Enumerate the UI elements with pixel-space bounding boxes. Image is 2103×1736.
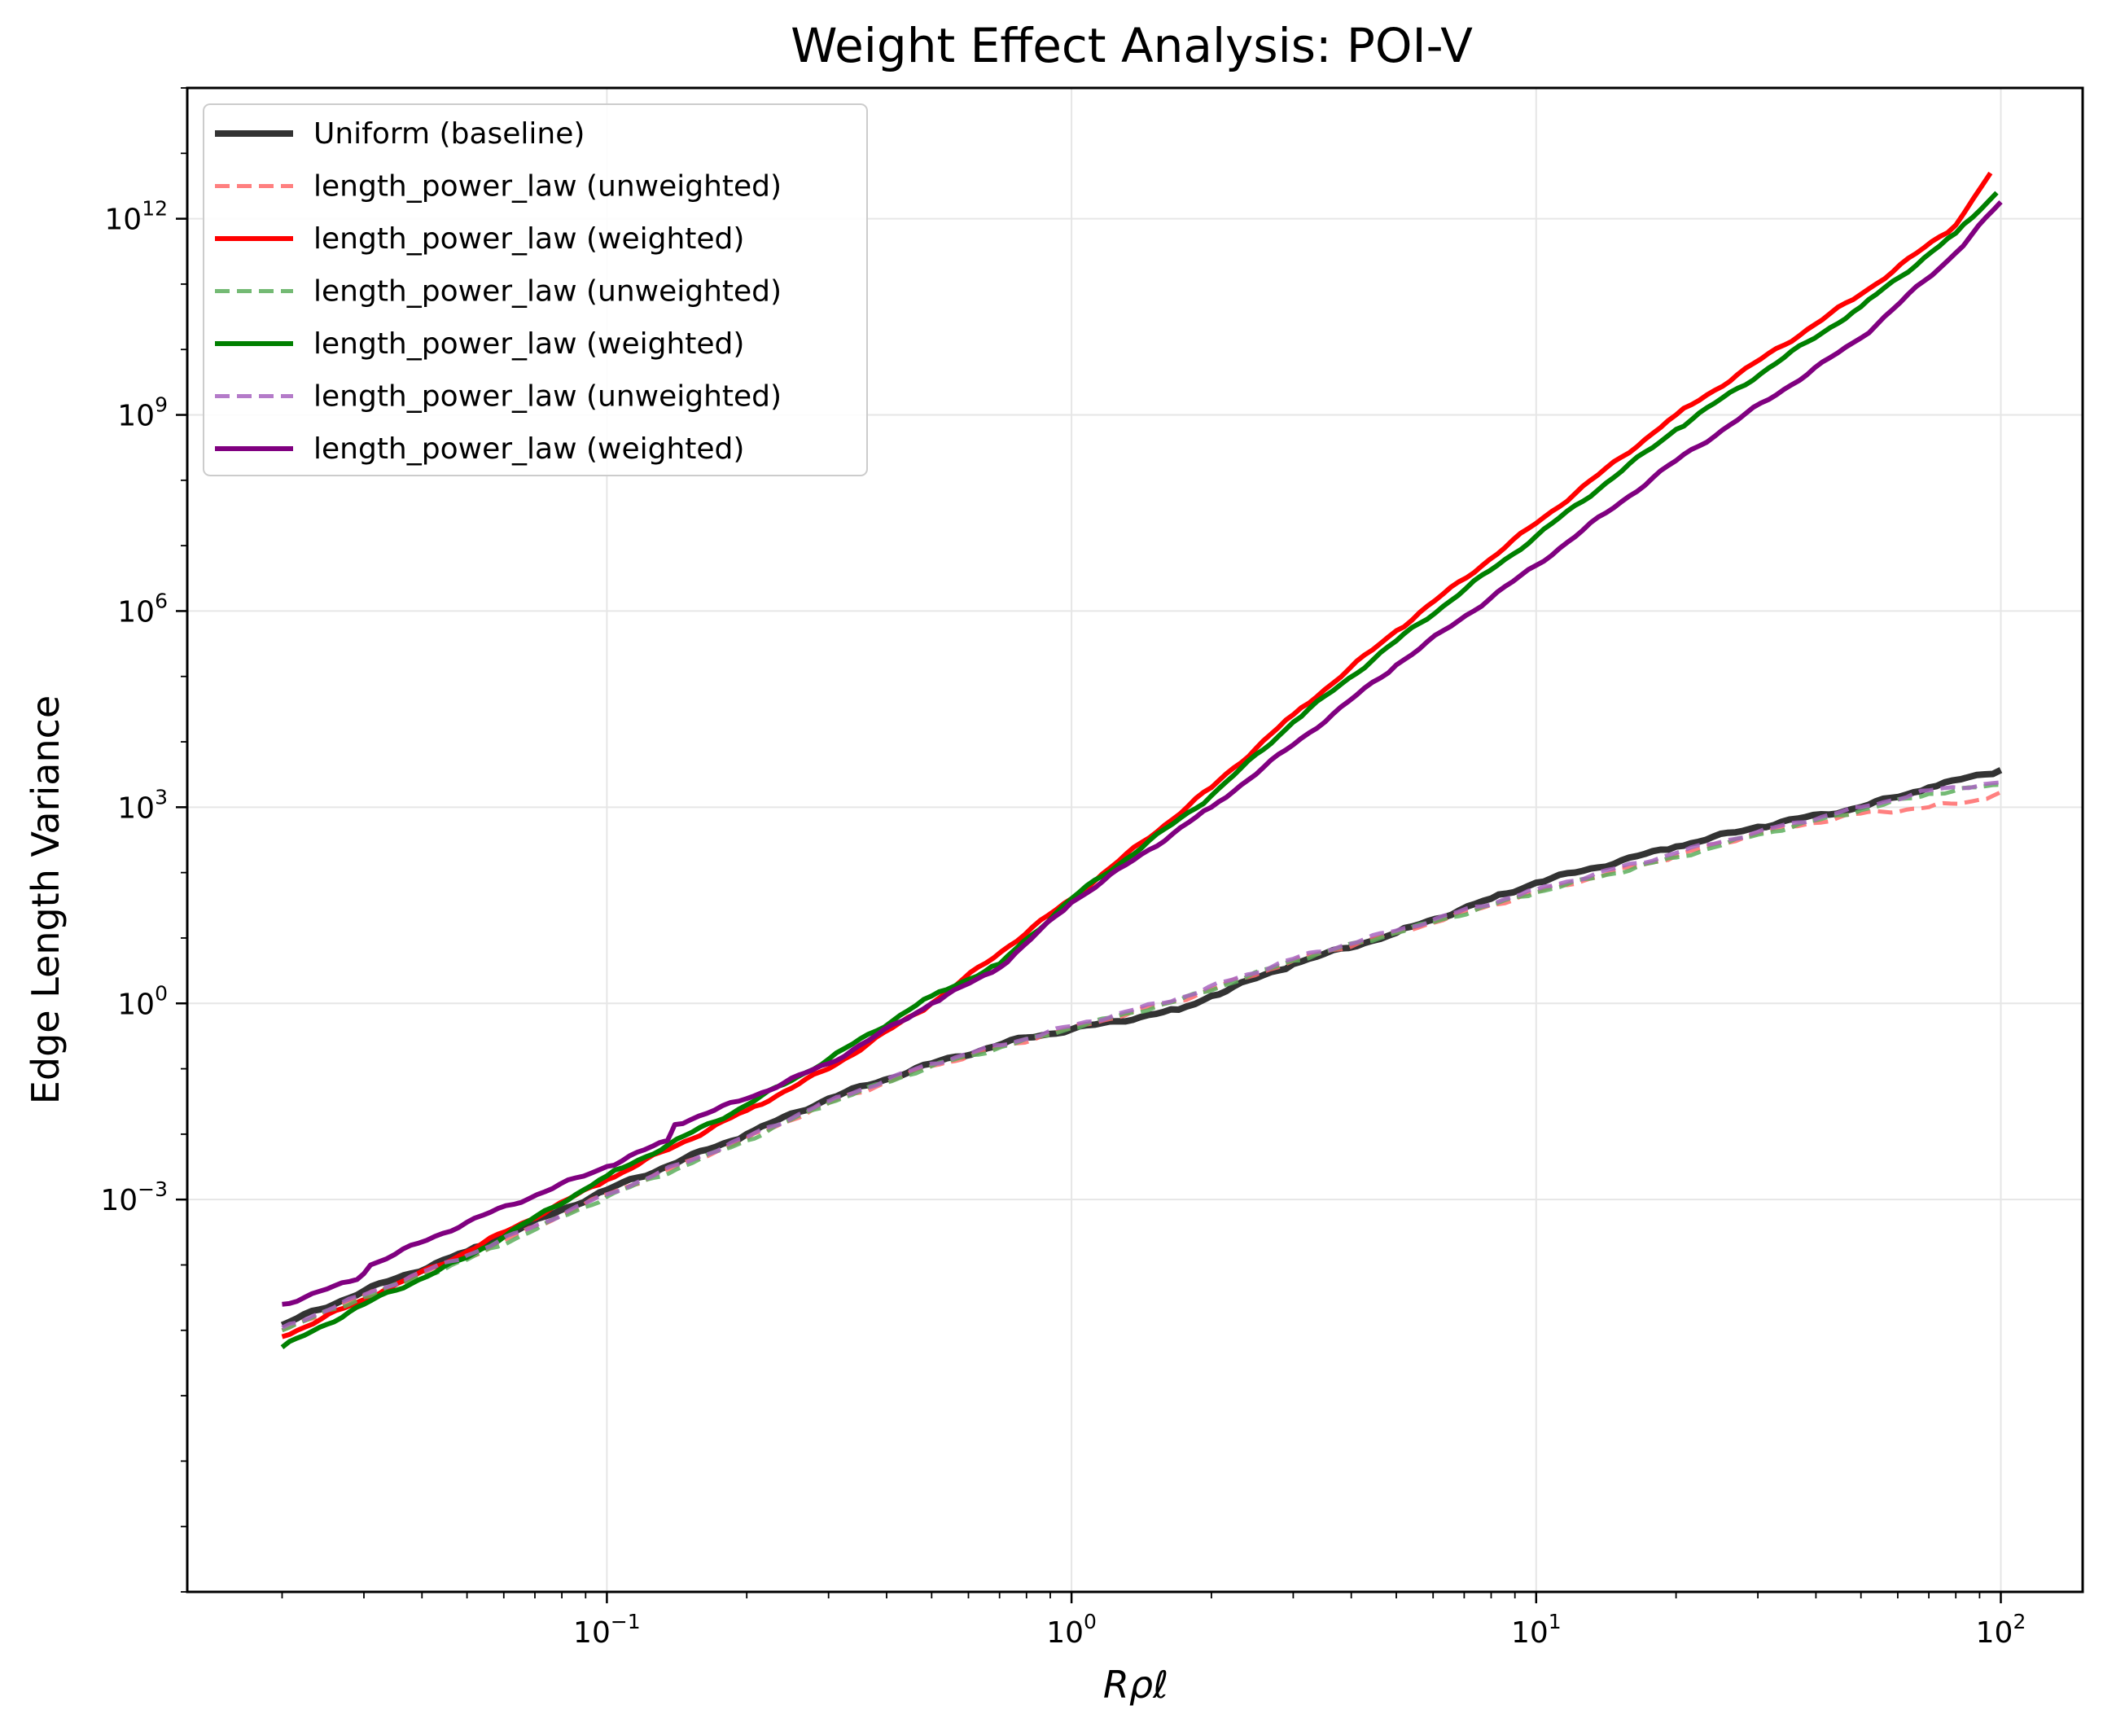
legend-label: length_power_law (unweighted): [313, 170, 782, 204]
series-line-4: [281, 783, 2001, 1333]
series-line-5: [280, 191, 1999, 1349]
x-axis-label: Rρℓ: [1103, 1663, 1168, 1707]
y-tick-label: 106: [117, 589, 168, 629]
plot-frame: [186, 86, 2084, 1594]
x-tick-label: 102: [1976, 1610, 2026, 1650]
y-axis-ticks: 10−3 100 103 106 109 1012: [100, 87, 187, 1593]
y-tick-label: 100: [117, 981, 168, 1021]
legend-label: length_power_law (unweighted): [313, 275, 782, 309]
legend-label: Uniform (baseline): [313, 117, 585, 151]
y-tick-label: 109: [117, 393, 168, 433]
legend-label: length_power_law (unweighted): [313, 380, 782, 414]
series-line-6: [281, 780, 2001, 1330]
legend-label: length_power_law (weighted): [313, 432, 744, 466]
x-tick-label: 101: [1511, 1610, 1562, 1650]
y-tick-label: 103: [117, 785, 168, 825]
y-axis-label: Edge Length Variance: [24, 695, 68, 1104]
y-tick-label: 10−3: [100, 1177, 168, 1217]
legend-label: length_power_law (weighted): [313, 222, 744, 256]
series-line-2: [281, 790, 2002, 1333]
series-line-7: [282, 200, 2003, 1307]
grid: [187, 88, 2083, 1592]
series-line-1: [280, 767, 2003, 1329]
x-tick-label: 100: [1046, 1610, 1097, 1650]
chart-title: Weight Effect Analysis: POI-V: [791, 18, 1473, 73]
legend: Uniform (baseline) length_power_law (unwe…: [203, 103, 868, 476]
x-axis-ticks: 10−1 100 101 102: [281, 1592, 2026, 1650]
legend-box: [203, 103, 868, 476]
y-tick-label: 1012: [104, 197, 168, 237]
legend-label: length_power_law (weighted): [313, 327, 744, 361]
series-layer: [280, 171, 2003, 1349]
x-tick-label: 10−1: [573, 1610, 641, 1650]
